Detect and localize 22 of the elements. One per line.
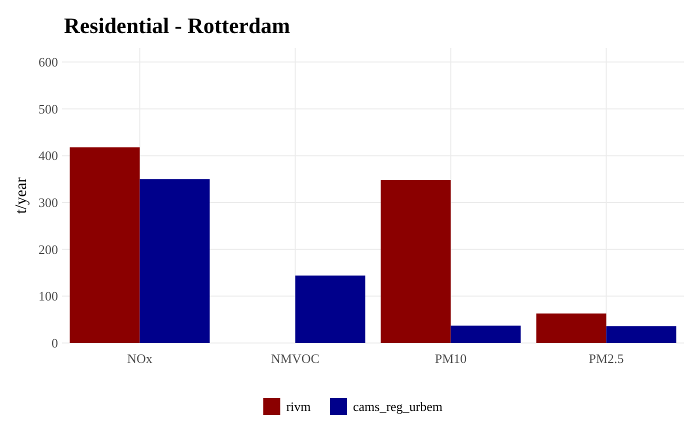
y-tick-label: 400 [38,148,58,164]
y-tick-label: 100 [38,288,58,304]
x-tick-label: NMVOC [271,351,320,366]
y-axis-title: t/year [13,176,30,214]
x-tick-label: PM10 [434,351,467,366]
y-tick-label: 500 [38,101,58,116]
bar [295,276,366,343]
chart-title: Residential - Rotterdam [64,13,290,38]
bar [536,314,606,343]
y-tick-label: 300 [38,195,58,210]
bar [70,147,140,343]
bar [450,326,521,343]
y-tick-label: 200 [38,242,58,257]
bar [606,326,676,343]
legend-label: cams_reg_urbem [353,399,443,414]
legend-label: rivm [286,399,311,414]
bar [140,179,210,343]
x-tick-label: NOx [127,351,153,366]
y-tick-label: 600 [38,54,58,70]
y-tick-label: 0 [52,336,58,351]
x-tick-label: PM2.5 [588,351,624,366]
bar [380,180,451,343]
